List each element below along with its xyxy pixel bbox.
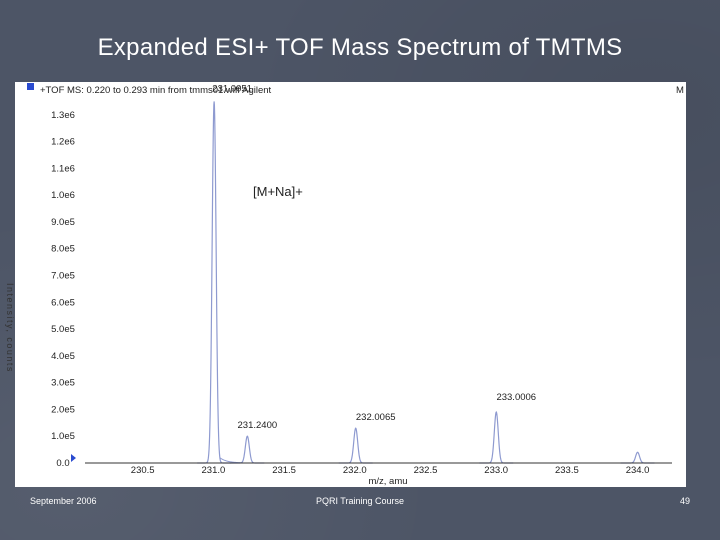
y-tick-label: 5.0e5 (51, 324, 75, 335)
y-tick-label: 0.0 (56, 458, 69, 469)
peak-trace (479, 410, 514, 464)
x-tick-label: 233.0 (484, 465, 508, 476)
peak-label: 231.2400 (238, 420, 278, 431)
y-tick-label: 7.0e5 (51, 271, 75, 282)
peak-trace (620, 451, 655, 464)
x-axis-marker (71, 454, 76, 462)
y-tick-label: 4.0e5 (51, 351, 75, 362)
x-tick-label: 230.5 (131, 465, 155, 476)
y-tick-label: 1.2e6 (51, 137, 75, 148)
y-tick-label: 2.0e5 (51, 404, 75, 415)
x-tick-label: 232.0 (343, 465, 367, 476)
y-tick-label: 1.0e5 (51, 431, 75, 442)
peak-label: 232.0065 (356, 412, 396, 423)
x-tick-label: 233.5 (555, 465, 579, 476)
x-tick-label: 231.5 (272, 465, 296, 476)
peak-label: 233.0006 (496, 392, 536, 403)
y-tick-label: 6.0e5 (51, 297, 75, 308)
peak-trace (197, 101, 232, 464)
spectrum-marker (27, 83, 34, 90)
y-ticks: 0.0 1.0e5 2.0e5 3.0e5 4.0e5 5.0e5 6.0e5 7.0e5 8.… (51, 110, 75, 469)
peak-trace (230, 435, 265, 464)
peak-labels: 231.0051 231.2400 232.0065 233.0006 (212, 83, 536, 431)
y-tick-label: 1.0e6 (51, 190, 75, 201)
y-tick-label: 1.3e6 (51, 110, 75, 121)
x-ticks: 230.5 231.0 231.5 232.0 232.5 233.0 233.5 234.0 (131, 465, 650, 476)
spectrum-panel (15, 82, 686, 487)
spectrum-header: +TOF MS: 0.220 to 0.293 min from tmms01.… (40, 85, 272, 96)
footer-page-number: 49 (679, 496, 690, 506)
x-axis-label: m/z, amu (368, 476, 407, 487)
corner-label: M (676, 85, 684, 96)
y-tick-label: 9.0e5 (51, 217, 75, 228)
y-tick-label: 3.0e5 (51, 378, 75, 389)
slide-title: Expanded ESI+ TOF Mass Spectrum of TMTMS (97, 34, 623, 61)
y-tick-label: 8.0e5 (51, 244, 75, 255)
footer-date: September 2006 (30, 496, 97, 506)
x-tick-label: 232.5 (414, 465, 438, 476)
footer-course: PQRI Training Course (315, 496, 405, 506)
peak-trace (338, 427, 373, 464)
adduct-annotation: [M+Na]+ (253, 184, 303, 199)
peak-tail-trace (219, 457, 243, 464)
x-tick-label: 234.0 (626, 465, 650, 476)
x-tick-label: 231.0 (202, 465, 226, 476)
peak-traces (197, 101, 655, 464)
y-tick-label: 1.1e6 (51, 163, 75, 174)
peak-label: 231.0051 (212, 83, 252, 94)
